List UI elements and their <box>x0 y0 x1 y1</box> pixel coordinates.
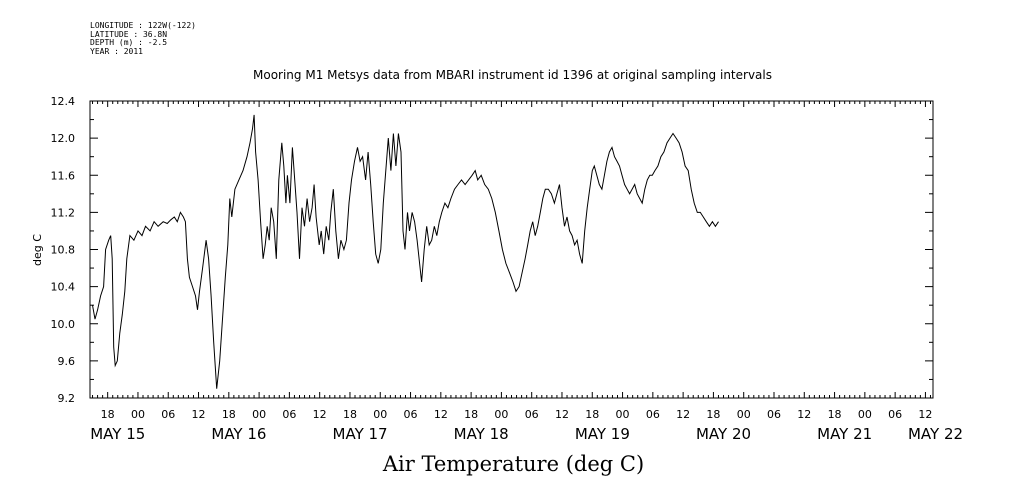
x-hour-label: 06 <box>161 408 175 421</box>
x-hour-label: 06 <box>767 408 781 421</box>
y-tick-label: 11.6 <box>51 169 76 182</box>
metadata-line: LONGITUDE : 122W(-122) <box>90 21 196 30</box>
x-hour-label: 12 <box>797 408 811 421</box>
x-hour-label: 12 <box>676 408 690 421</box>
x-axis-title: Air Temperature (deg C) <box>382 452 645 476</box>
x-day-label: MAY 18 <box>454 425 509 443</box>
y-tick-label: 11.2 <box>51 206 76 219</box>
y-tick-label: 12.0 <box>51 132 76 145</box>
x-hour-label: 00 <box>252 408 266 421</box>
x-day-label: MAY 21 <box>817 425 872 443</box>
x-hour-label: 12 <box>918 408 932 421</box>
x-day-label: MAY 19 <box>575 425 630 443</box>
x-day-label: MAY 17 <box>333 425 388 443</box>
x-hour-label: 12 <box>555 408 569 421</box>
y-tick-labels: 9.2 9.6 10.0 10.4 10.8 11.2 11.6 12.0 12.4 <box>51 95 76 405</box>
x-day-label: MAY 15 <box>90 425 145 443</box>
x-hour-label: 18 <box>222 408 236 421</box>
x-hour-label: 18 <box>828 408 842 421</box>
x-hour-label: 06 <box>888 408 902 421</box>
x-hour-label: 12 <box>313 408 327 421</box>
x-hour-label: 18 <box>585 408 599 421</box>
chart-title: Mooring M1 Metsys data from MBARI instru… <box>253 68 772 82</box>
y-tick-label: 9.2 <box>58 392 76 405</box>
x-hour-label: 00 <box>494 408 508 421</box>
x-hour-label: 06 <box>404 408 418 421</box>
x-hour-label: 18 <box>101 408 115 421</box>
metadata-line: LATITUDE : 36.8N <box>90 29 168 39</box>
x-day-label: MAY 22 <box>908 425 963 443</box>
metadata-line: YEAR : 2011 <box>90 46 143 56</box>
y-axis-label: deg C <box>31 234 44 266</box>
x-hour-label: 06 <box>525 408 539 421</box>
x-tick-labels: 18 00 06 12 18 00 06 12 18 00 06 12 18 00 06 12 18 00 06 12… <box>90 408 963 443</box>
x-hour-label: 06 <box>646 408 660 421</box>
x-day-label: MAY 16 <box>211 425 266 443</box>
x-hour-label: 00 <box>131 408 145 421</box>
x-hour-label: 00 <box>737 408 751 421</box>
x-hour-label: 06 <box>282 408 296 421</box>
metadata-line: DEPTH (m) : -2.5 <box>90 38 168 47</box>
x-hour-label: 18 <box>343 408 357 421</box>
series-line <box>92 114 719 389</box>
y-tick-label: 10.4 <box>51 281 76 294</box>
x-hour-label: 12 <box>434 408 448 421</box>
y-tick-label: 9.6 <box>58 355 76 368</box>
y-tick-label: 10.8 <box>51 244 76 257</box>
plot-frame <box>89 100 934 399</box>
x-day-label: MAY 20 <box>696 425 751 443</box>
y-tick-label: 12.4 <box>51 95 76 108</box>
y-tick-label: 10.0 <box>51 318 76 331</box>
x-hour-label: 00 <box>858 408 872 421</box>
x-hour-label: 18 <box>464 408 478 421</box>
x-hour-label: 00 <box>373 408 387 421</box>
x-hour-label: 18 <box>706 408 720 421</box>
axis-ticks <box>90 100 933 399</box>
x-hour-label: 00 <box>616 408 630 421</box>
metadata-block: LONGITUDE : 122W(-122) LATITUDE : 36.8N DE… <box>90 21 196 56</box>
x-hour-label: 12 <box>192 408 206 421</box>
